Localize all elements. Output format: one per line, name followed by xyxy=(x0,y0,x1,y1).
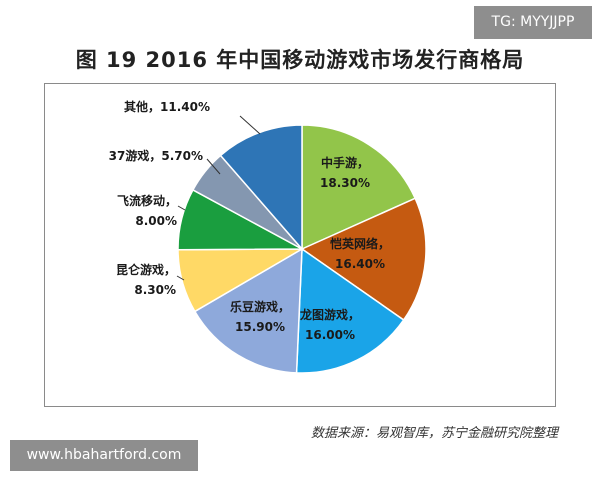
pie-slice-1 xyxy=(301,124,417,251)
leader-line-8 xyxy=(239,115,261,135)
pie-slice-4 xyxy=(193,247,303,374)
slice-label-6: 飞流移动， 8.00% xyxy=(117,193,177,228)
slice-label-7: 37游戏，5.70% xyxy=(109,148,203,163)
chart-title: 图 19 2016 年中国移动游戏市场发行商格局 xyxy=(75,48,525,72)
leader-line-7 xyxy=(206,158,221,175)
slice-label-2: 恺英网络， 16.40% xyxy=(330,236,390,271)
chart-frame: 中手游， 18.30% 恺英网络， 16.40% 龙图游戏， 16.00% 乐豆游戏， 15.… xyxy=(44,83,556,407)
leader-line-5 xyxy=(176,275,185,281)
slice-label-1: 中手游， 18.30% xyxy=(320,155,370,190)
pie-slice-2 xyxy=(300,197,427,322)
pie-chart: 中手游， 18.30% 恺英网络， 16.40% 龙图游戏， 16.00% 乐豆游戏， 15.… xyxy=(109,99,427,374)
source-note: 数据来源：易观智库，苏宁金融研究院整理 xyxy=(310,426,558,441)
watermark-site: www.hbahartford.com xyxy=(10,440,198,471)
leader-line-6 xyxy=(177,205,186,211)
slice-label-8: 其他，11.40% xyxy=(124,99,210,114)
slice-label-3: 龙图游戏， 16.00% xyxy=(300,307,360,342)
slice-label-5: 昆仑游戏， 8.30% xyxy=(116,262,176,297)
slice-label-4: 乐豆游戏， 15.90% xyxy=(230,299,290,334)
pie-slice-3 xyxy=(295,247,405,374)
watermark-tg: TG: MYYJJPP xyxy=(474,6,592,39)
